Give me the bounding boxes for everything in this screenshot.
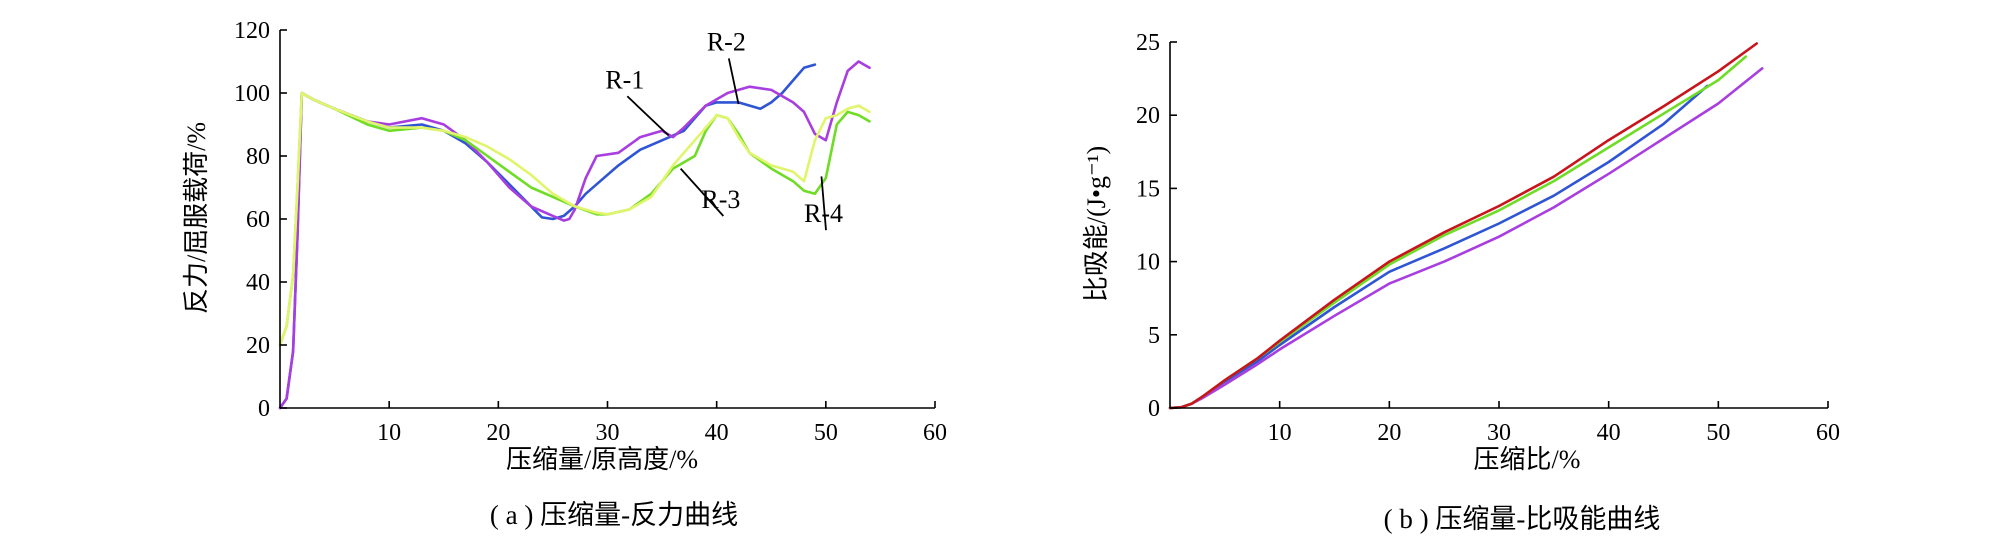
- a-series-r-2: [278, 60, 871, 410]
- b-y-tick-label: 10: [1136, 250, 1160, 276]
- chart-a-y-axis-title: 反力/屈服载荷/%: [182, 122, 211, 314]
- chart-b-caption: ( b ) 压缩量-比吸能曲线: [1384, 504, 1661, 534]
- b-series-r-1: [1168, 84, 1709, 410]
- a-series-r-3: [278, 91, 871, 347]
- a-x-tick-label: 60: [923, 420, 947, 446]
- b-y-tick-label: 0: [1148, 396, 1160, 422]
- b-series-r-4: [1168, 42, 1758, 410]
- chart-b-compression-specific-energy: 10 20 30 40 50 60 0 5 10 15 20 25 压缩比/% 比吸能/(J•g⁻¹)…: [1082, 30, 1840, 534]
- chart-a-series-layer: [278, 60, 871, 410]
- b-y-tick-label: 15: [1136, 176, 1160, 202]
- a-annotation-label: R-3: [701, 185, 740, 214]
- a-y-tick-label: 0: [258, 396, 270, 422]
- a-y-tick-label: 40: [246, 270, 270, 296]
- a-series-r-4: [278, 91, 871, 347]
- b-y-tick-label: 5: [1148, 323, 1160, 349]
- a-y-tick-label: 100: [234, 81, 270, 107]
- a-y-tick-label: 60: [246, 207, 270, 233]
- a-x-tick-label: 10: [377, 420, 401, 446]
- b-y-tick-label: 20: [1136, 103, 1160, 129]
- a-annotation-leader: [679, 167, 725, 217]
- b-x-tick-label: 40: [1597, 420, 1621, 446]
- b-x-tick-label: 30: [1487, 420, 1511, 446]
- a-annotation-label: R-1: [605, 65, 644, 94]
- a-x-tick-label: 20: [486, 420, 510, 446]
- a-annotation-leader: [626, 95, 670, 137]
- b-x-tick-label: 20: [1377, 420, 1401, 446]
- chart-a-annotation-layer: R-1 R-2 R-3 R-4: [605, 27, 843, 231]
- b-x-tick-label: 50: [1706, 420, 1730, 446]
- a-annotation-label: R-4: [804, 199, 843, 228]
- chart-a-axes: 10 20 30 40 50 60 0 20 40 60 80 100 120: [234, 18, 947, 446]
- chart-a-caption: ( a ) 压缩量-反力曲线: [490, 500, 738, 530]
- a-y-tick-label: 80: [246, 144, 270, 170]
- a-y-tick-label: 20: [246, 333, 270, 359]
- chart-b-series-layer: [1168, 42, 1764, 410]
- a-annotation-leader: [820, 176, 827, 231]
- a-x-tick-label: 30: [596, 420, 620, 446]
- chart-b-x-axis-title: 压缩比/%: [1474, 445, 1581, 474]
- a-annotation-label: R-2: [707, 27, 746, 56]
- chart-b-y-axis-title: 比吸能/(J•g⁻¹): [1082, 146, 1111, 302]
- chart-a-compression-reaction-force: R-1 R-2 R-3 R-4 10 20 30 40 50 60 0 20 40 60 80 100 120…: [182, 18, 947, 530]
- b-x-tick-label: 60: [1816, 420, 1840, 446]
- chart-a-x-axis-title: 压缩量/原高度/%: [506, 445, 698, 474]
- a-x-tick-label: 40: [705, 420, 729, 446]
- a-series-r-1: [278, 63, 817, 410]
- a-y-tick-label: 120: [234, 18, 270, 44]
- b-x-tick-label: 10: [1268, 420, 1292, 446]
- chart-b-axes: 10 20 30 40 50 60 0 5 10 15 20 25: [1136, 30, 1840, 446]
- a-x-tick-label: 50: [814, 420, 838, 446]
- a-annotation-leader: [727, 58, 740, 105]
- b-y-tick-label: 25: [1136, 30, 1160, 56]
